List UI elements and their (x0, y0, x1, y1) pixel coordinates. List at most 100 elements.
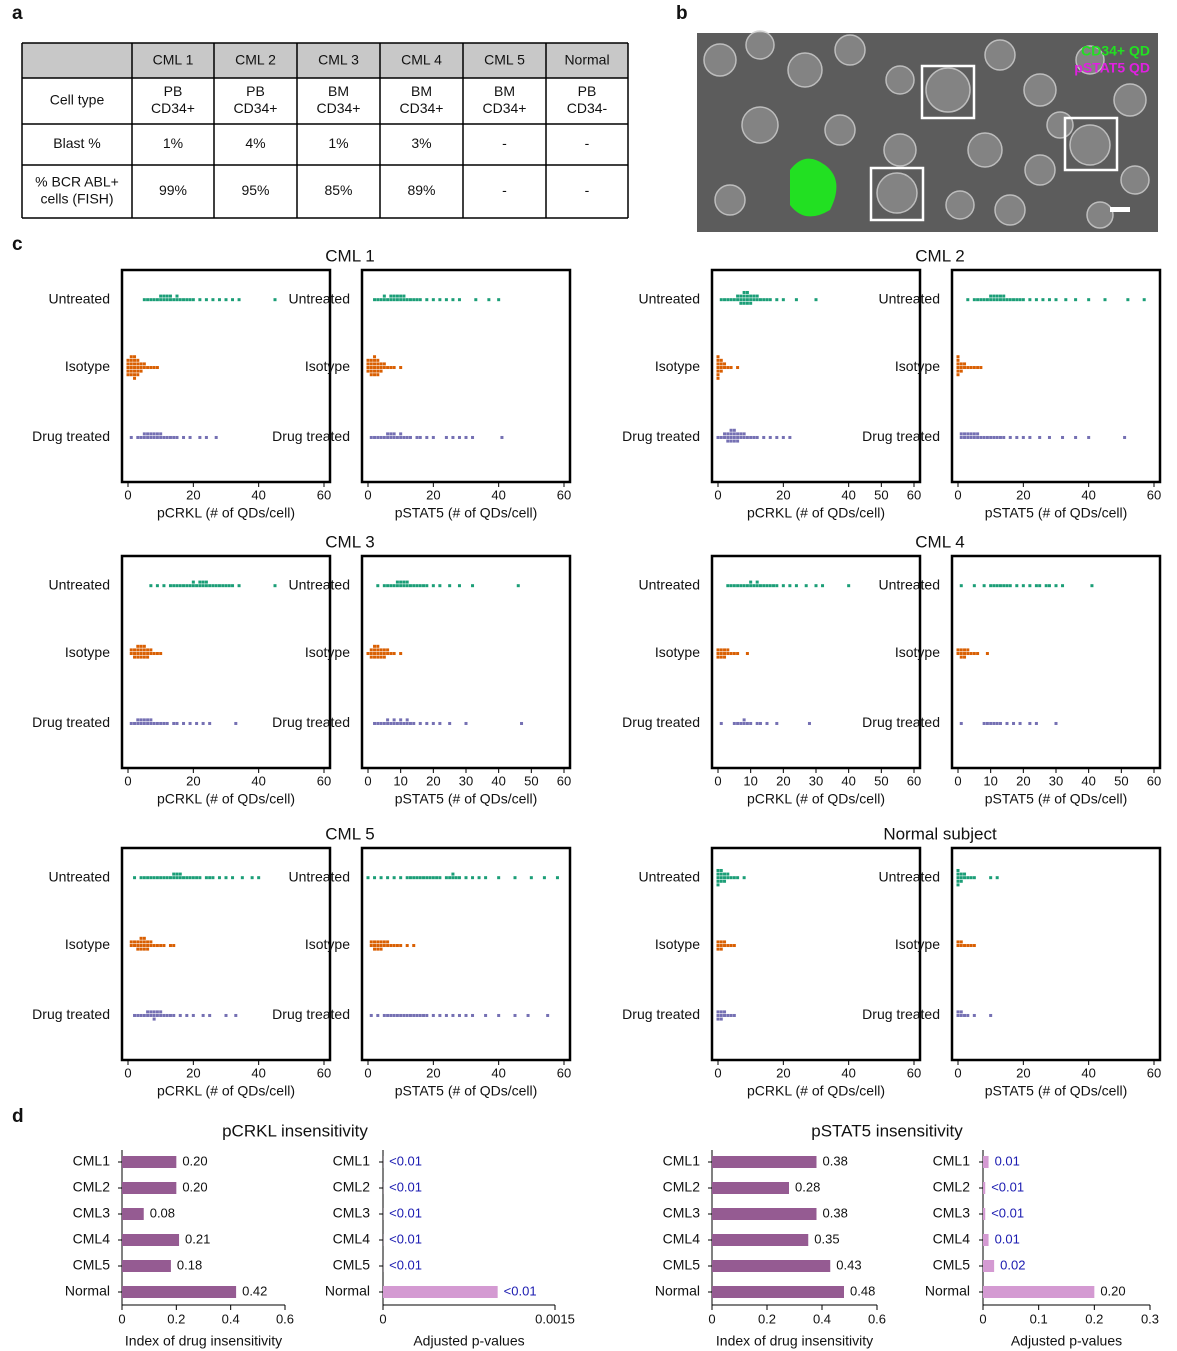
data-point (192, 581, 195, 584)
x-tick-label: 0 (954, 773, 961, 788)
data-point (425, 722, 428, 725)
data-point (720, 362, 723, 365)
x-tick-label: 30 (459, 773, 473, 788)
bar (122, 1286, 236, 1298)
data-point (172, 436, 175, 439)
category-label: Drug treated (32, 1006, 110, 1022)
data-point (957, 880, 960, 883)
data-point (393, 436, 396, 439)
table-cell: - (502, 182, 507, 198)
data-point (231, 876, 234, 879)
data-point (136, 366, 139, 369)
x-tick-label: 0.4 (222, 1311, 240, 1326)
bar (122, 1156, 176, 1168)
data-point (162, 584, 165, 587)
data-point (527, 1014, 530, 1017)
data-point (717, 436, 720, 439)
data-point (140, 1014, 143, 1017)
data-point (717, 883, 720, 886)
data-point (172, 298, 175, 301)
data-point (556, 876, 559, 879)
data-point (386, 432, 389, 435)
value-label: <0.01 (389, 1153, 422, 1168)
data-point (996, 876, 999, 879)
x-axis-label: pSTAT5 (# of QDs/cell) (985, 1083, 1128, 1099)
data-point (960, 873, 963, 876)
data-point (1035, 298, 1038, 301)
data-point (185, 584, 188, 587)
data-point (376, 1014, 379, 1017)
data-point (130, 373, 133, 376)
data-point (465, 436, 468, 439)
bar (712, 1156, 817, 1168)
data-point (140, 722, 143, 725)
data-point (383, 656, 386, 659)
data-point (720, 880, 723, 883)
data-point (458, 298, 461, 301)
data-point (162, 436, 165, 439)
data-point (234, 722, 237, 725)
data-point (370, 944, 373, 947)
data-point (752, 584, 755, 587)
data-point (140, 940, 143, 943)
x-tick-label: 0 (364, 773, 371, 788)
data-point (743, 584, 746, 587)
data-point (957, 876, 960, 879)
data-point (1019, 298, 1022, 301)
data-point (136, 645, 139, 648)
data-point (976, 652, 979, 655)
bar (983, 1208, 985, 1220)
data-point (720, 876, 723, 879)
x-tick-label: 0 (124, 487, 131, 502)
data-point (159, 722, 162, 725)
table-header: CML 3 (318, 52, 359, 68)
data-point (202, 722, 205, 725)
data-point (963, 648, 966, 651)
data-point (149, 432, 152, 435)
data-point (383, 652, 386, 655)
x-axis-label: pSTAT5 (# of QDs/cell) (395, 505, 538, 521)
data-point (156, 366, 159, 369)
data-point (370, 366, 373, 369)
data-point (136, 436, 139, 439)
data-point (448, 876, 451, 879)
category-label: Untreated (289, 290, 350, 306)
data-point (153, 722, 156, 725)
data-point (402, 722, 405, 725)
data-point (376, 944, 379, 947)
category-label: Drug treated (272, 1006, 350, 1022)
data-point (172, 876, 175, 879)
data-point (376, 645, 379, 648)
x-tick-label: 20 (1016, 773, 1030, 788)
data-point (192, 298, 195, 301)
x-axis-label: pSTAT5 (# of QDs/cell) (395, 1083, 538, 1099)
data-point (146, 876, 149, 879)
data-point (717, 377, 720, 380)
value-label: 0.28 (795, 1179, 820, 1194)
data-point (960, 432, 963, 435)
category-label: CML2 (73, 1179, 111, 1195)
data-point (383, 1014, 386, 1017)
data-point (723, 656, 726, 659)
data-point (730, 432, 733, 435)
data-point (370, 362, 373, 365)
data-point (182, 584, 185, 587)
data-point (153, 432, 156, 435)
data-point (130, 355, 133, 358)
x-tick-label: 60 (317, 487, 331, 502)
chart-title: CML 1 (325, 246, 374, 265)
data-point (957, 873, 960, 876)
data-point (182, 722, 185, 725)
data-point (497, 1014, 500, 1017)
data-point (380, 722, 383, 725)
data-point (723, 298, 726, 301)
data-point (202, 581, 205, 584)
plot-frame (952, 848, 1160, 1060)
data-point (162, 295, 165, 298)
x-tick-label: 0 (954, 487, 961, 502)
data-point (726, 432, 729, 435)
data-point (370, 373, 373, 376)
data-point (373, 722, 376, 725)
data-point (169, 944, 172, 947)
data-point (146, 436, 149, 439)
